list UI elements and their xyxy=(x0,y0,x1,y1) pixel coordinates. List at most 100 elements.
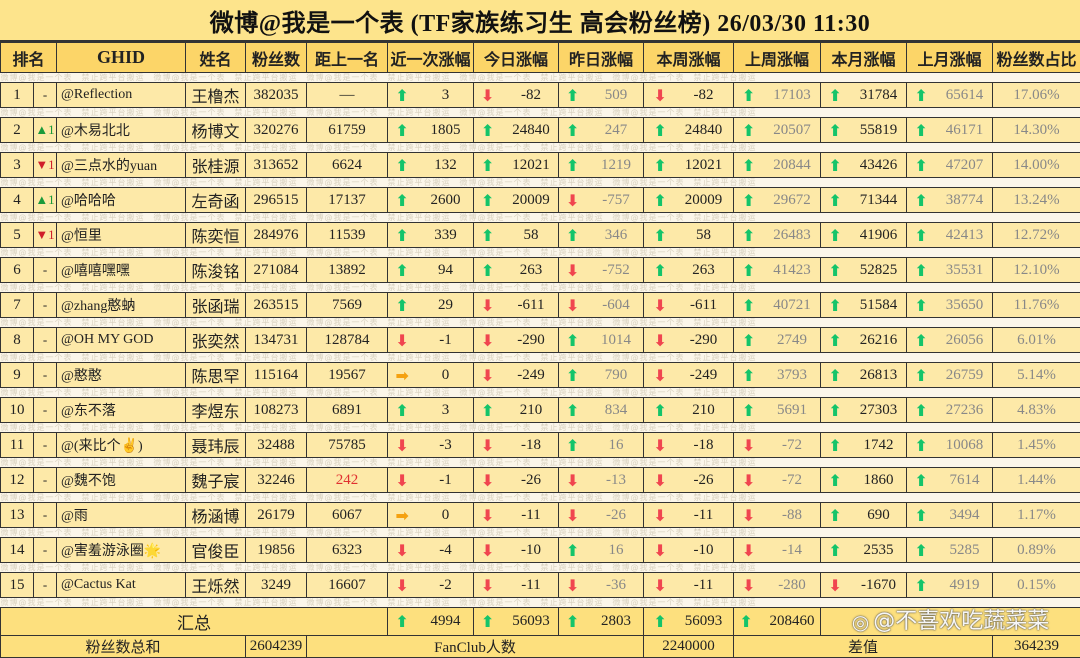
gap-to-previous: 17137 xyxy=(307,188,388,213)
arrow-up-icon: ⬆ xyxy=(654,226,674,245)
arrow-down-icon: ⬇ xyxy=(742,471,762,490)
value: 247 xyxy=(596,122,636,139)
arrow-up-icon: ⬆ xyxy=(654,612,674,631)
value: 71344 xyxy=(859,192,899,209)
value: 24840 xyxy=(511,122,551,139)
watermark-text: 微博@我是一个表 禁止跨平台搬运 微博@我是一个表 禁止跨平台搬运 微博@我是一… xyxy=(1,493,1080,503)
arrow-down-icon: ⬇ xyxy=(481,436,501,455)
delta-today: ⬆210 xyxy=(474,398,559,423)
value: 346 xyxy=(596,227,636,244)
delta-yesterday: ⬇-26 xyxy=(559,503,644,528)
value: 690 xyxy=(859,507,899,524)
gap-to-previous: 19567 xyxy=(307,363,388,388)
rank-change: ▲1 xyxy=(34,188,57,213)
delta-month: ⬆690 xyxy=(821,503,907,528)
arrow-up-icon: ⬆ xyxy=(742,366,762,385)
arrow-down-icon: ⬇ xyxy=(481,296,501,315)
delta-today: ⬇-82 xyxy=(474,83,559,108)
delta-yesterday: ⬆790 xyxy=(559,363,644,388)
member-name: 张桂源 xyxy=(186,153,246,178)
page-title: 微博@我是一个表 (TF家族练习生 高会粉丝榜) 26/03/30 11:30 xyxy=(0,0,1080,42)
member-name: 李煜东 xyxy=(186,398,246,423)
delta-last-month: ⬆47207 xyxy=(907,153,993,178)
summary-today: ⬆ 56093 xyxy=(474,608,559,636)
summary-recent: ⬆4994 xyxy=(388,608,474,636)
arrow-down-icon: ⬇ xyxy=(654,86,674,105)
value: 1805 xyxy=(426,122,466,139)
value: 263 xyxy=(684,262,724,279)
arrow-down-icon: ⬇ xyxy=(654,366,674,385)
fans-pct: 1.44% xyxy=(993,468,1080,493)
gap-to-previous: 11539 xyxy=(307,223,388,248)
rank: 8 xyxy=(1,328,34,353)
delta-week: ⬇-10 xyxy=(644,538,734,563)
member-name: 陈思罕 xyxy=(186,363,246,388)
member-name: 王烁然 xyxy=(186,573,246,598)
delta-month: ⬆26216 xyxy=(821,328,907,353)
arrow-up-icon: ⬆ xyxy=(481,612,501,631)
value: 1219 xyxy=(596,157,636,174)
watermark-text: 微博@我是一个表 禁止跨平台搬运 微博@我是一个表 禁止跨平台搬运 微博@我是一… xyxy=(1,598,1080,608)
arrow-up-icon: ⬆ xyxy=(396,612,416,631)
fans-pct: 6.01% xyxy=(993,328,1080,353)
value: 56093 xyxy=(511,613,551,630)
value: -36 xyxy=(596,577,636,594)
header-ghid: GHID xyxy=(57,43,186,73)
value: 5691 xyxy=(772,402,812,419)
watermark-text: 微博@我是一个表 禁止跨平台搬运 微博@我是一个表 禁止跨平台搬运 微博@我是一… xyxy=(1,353,1080,363)
delta-week: ⬆20009 xyxy=(644,188,734,213)
arrow-up-icon: ⬆ xyxy=(566,541,586,560)
value: 20009 xyxy=(684,192,724,209)
delta-week: ⬇-611 xyxy=(644,293,734,318)
delta-month: ⬆52825 xyxy=(821,258,907,283)
delta-yesterday: ⬆247 xyxy=(559,118,644,143)
arrow-down-icon: ⬇ xyxy=(742,576,762,595)
fans-pct: 1.17% xyxy=(993,503,1080,528)
value: 2600 xyxy=(426,192,466,209)
value: 16 xyxy=(596,437,636,454)
delta-last-week: ⬆5691 xyxy=(734,398,821,423)
member-name: 聂玮辰 xyxy=(186,433,246,458)
watermark-strip: 微博@我是一个表 禁止跨平台搬运 微博@我是一个表 禁止跨平台搬运 微博@我是一… xyxy=(1,178,1080,188)
delta-month: ⬆26813 xyxy=(821,363,907,388)
delta-month: ⬆27303 xyxy=(821,398,907,423)
arrow-down-icon: ⬇ xyxy=(396,436,416,455)
rank: 4 xyxy=(1,188,34,213)
ghid: @恒里 xyxy=(57,223,186,248)
fans-count: 296515 xyxy=(246,188,307,213)
fans-count: 32246 xyxy=(246,468,307,493)
delta-week: ⬇-26 xyxy=(644,468,734,493)
fans-pct: 11.76% xyxy=(993,293,1080,318)
delta-week: ⬇-18 xyxy=(644,433,734,458)
delta-recent: ⬆132 xyxy=(388,153,474,178)
delta-yesterday: ⬇-13 xyxy=(559,468,644,493)
watermark-strip: 微博@我是一个表 禁止跨平台搬运 微博@我是一个表 禁止跨平台搬运 微博@我是一… xyxy=(1,423,1080,433)
summary-last-week: ⬆208460 xyxy=(734,608,821,636)
delta-yesterday: ⬆16 xyxy=(559,433,644,458)
fans-pct: 14.30% xyxy=(993,118,1080,143)
value: -26 xyxy=(511,472,551,489)
value: -752 xyxy=(596,262,636,279)
arrow-down-icon: ⬇ xyxy=(654,296,674,315)
delta-week: ⬇-82 xyxy=(644,83,734,108)
gap-to-previous: 6067 xyxy=(307,503,388,528)
value: 2803 xyxy=(596,613,636,630)
arrow-down-icon: ⬇ xyxy=(742,436,762,455)
delta-week: ⬆12021 xyxy=(644,153,734,178)
delta-recent: ⬆3 xyxy=(388,83,474,108)
delta-yesterday: ⬆16 xyxy=(559,538,644,563)
rank: 13 xyxy=(1,503,34,528)
value: -26 xyxy=(684,472,724,489)
delta-recent: ⬆29 xyxy=(388,293,474,318)
delta-yesterday: ⬇-604 xyxy=(559,293,644,318)
arrow-up-icon: ⬆ xyxy=(566,226,586,245)
watermark-text: 微博@我是一个表 禁止跨平台搬运 微博@我是一个表 禁止跨平台搬运 微博@我是一… xyxy=(1,563,1080,573)
arrow-up-icon: ⬆ xyxy=(481,156,501,175)
value: 94 xyxy=(426,262,466,279)
value: 20009 xyxy=(511,192,551,209)
delta-yesterday: ⬆1219 xyxy=(559,153,644,178)
delta-recent: ⬇-1 xyxy=(388,468,474,493)
delta-last-week: ⬆20844 xyxy=(734,153,821,178)
